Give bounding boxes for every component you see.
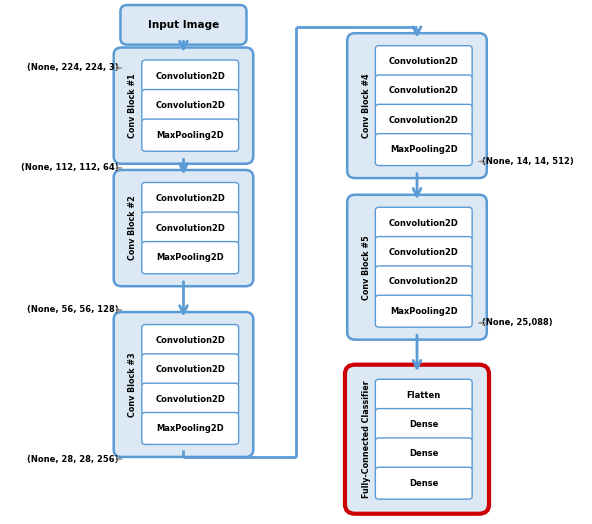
FancyBboxPatch shape <box>348 33 487 178</box>
Text: (None, 56, 56, 128): (None, 56, 56, 128) <box>27 305 119 314</box>
FancyBboxPatch shape <box>375 208 472 239</box>
Text: Flatten: Flatten <box>407 391 441 400</box>
Text: Dense: Dense <box>409 420 439 429</box>
Text: Convolution2D: Convolution2D <box>155 395 225 403</box>
FancyBboxPatch shape <box>142 324 239 356</box>
Text: Dense: Dense <box>409 479 439 488</box>
Text: Convolution2D: Convolution2D <box>155 336 225 345</box>
Text: MaxPooling2D: MaxPooling2D <box>390 145 458 154</box>
Text: Convolution2D: Convolution2D <box>155 101 225 110</box>
Text: Convolution2D: Convolution2D <box>155 194 225 203</box>
FancyBboxPatch shape <box>142 60 239 92</box>
Text: (None, 224, 224, 3): (None, 224, 224, 3) <box>27 63 119 72</box>
FancyBboxPatch shape <box>142 383 239 415</box>
FancyBboxPatch shape <box>375 266 472 298</box>
FancyBboxPatch shape <box>375 104 472 136</box>
FancyBboxPatch shape <box>348 195 487 340</box>
Text: Convolution2D: Convolution2D <box>389 86 459 95</box>
FancyBboxPatch shape <box>114 48 253 163</box>
Text: MaxPooling2D: MaxPooling2D <box>156 424 224 433</box>
Text: Convolution2D: Convolution2D <box>155 365 225 374</box>
FancyBboxPatch shape <box>375 438 472 470</box>
Text: Convolution2D: Convolution2D <box>389 277 459 287</box>
Text: Convolution2D: Convolution2D <box>389 248 459 257</box>
Text: Convolution2D: Convolution2D <box>389 219 459 228</box>
FancyBboxPatch shape <box>142 242 239 274</box>
Text: Convolution2D: Convolution2D <box>389 116 459 125</box>
Text: Convolution2D: Convolution2D <box>155 72 225 81</box>
FancyBboxPatch shape <box>114 170 253 286</box>
FancyBboxPatch shape <box>142 90 239 122</box>
FancyBboxPatch shape <box>375 46 472 78</box>
Text: Conv Block #2: Conv Block #2 <box>128 196 137 260</box>
FancyBboxPatch shape <box>375 295 472 327</box>
Text: MaxPooling2D: MaxPooling2D <box>156 253 224 262</box>
FancyBboxPatch shape <box>375 134 472 166</box>
FancyBboxPatch shape <box>375 75 472 107</box>
Text: Convolution2D: Convolution2D <box>155 224 225 233</box>
FancyBboxPatch shape <box>375 237 472 268</box>
Text: Conv Block #5: Conv Block #5 <box>362 235 371 300</box>
FancyBboxPatch shape <box>375 409 472 441</box>
Text: (None, 14, 14, 512): (None, 14, 14, 512) <box>482 157 574 166</box>
Text: MaxPooling2D: MaxPooling2D <box>156 130 224 140</box>
FancyBboxPatch shape <box>142 412 239 444</box>
FancyBboxPatch shape <box>142 182 239 215</box>
Text: Dense: Dense <box>409 450 439 458</box>
FancyBboxPatch shape <box>142 212 239 244</box>
Text: Conv Block #3: Conv Block #3 <box>128 352 137 417</box>
Text: (None, 25,088): (None, 25,088) <box>482 319 552 328</box>
Text: MaxPooling2D: MaxPooling2D <box>390 307 458 315</box>
FancyBboxPatch shape <box>375 379 472 411</box>
Text: Conv Block #4: Conv Block #4 <box>362 73 371 138</box>
Text: Convolution2D: Convolution2D <box>389 57 459 66</box>
Text: Conv Block #1: Conv Block #1 <box>128 73 137 138</box>
Text: Fully-Connected Classifier: Fully-Connected Classifier <box>362 380 371 498</box>
FancyBboxPatch shape <box>375 467 472 499</box>
FancyBboxPatch shape <box>142 354 239 386</box>
FancyBboxPatch shape <box>114 312 253 457</box>
FancyBboxPatch shape <box>120 5 246 45</box>
Text: (None, 112, 112, 64): (None, 112, 112, 64) <box>21 163 119 172</box>
Text: (None, 28, 28, 256): (None, 28, 28, 256) <box>27 454 119 464</box>
Text: Input Image: Input Image <box>148 20 219 30</box>
FancyBboxPatch shape <box>142 119 239 151</box>
FancyBboxPatch shape <box>345 365 489 514</box>
